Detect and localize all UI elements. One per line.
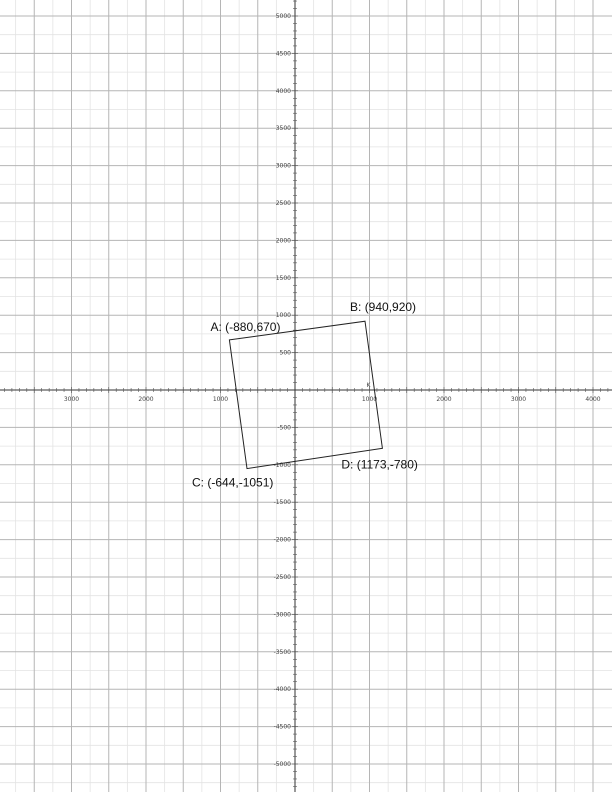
x-tick-label: 4000 — [585, 396, 600, 403]
y-tick-label: -2500 — [274, 574, 292, 581]
y-tick-label: -4500 — [274, 724, 292, 731]
y-tick-label: -500 — [277, 424, 291, 431]
y-tick-label: -3000 — [274, 611, 292, 618]
y-tick-label: -1500 — [274, 499, 292, 506]
y-tick-label: 3000 — [276, 163, 291, 170]
x-tick-label: 3000 — [64, 396, 79, 403]
point-label-b: B: (940,920) — [350, 300, 416, 314]
y-tick-label: 2000 — [276, 237, 291, 244]
y-tick-label: 2500 — [276, 200, 291, 207]
x-tick-label: 3000 — [511, 396, 526, 403]
x-tick-label: 2000 — [436, 396, 451, 403]
quadrilateral — [228, 320, 383, 470]
y-tick-label: -3500 — [274, 649, 292, 656]
y-tick-label: 5000 — [276, 13, 291, 20]
point-labels: A: (-880,670) B: (940,920) D: (1173,-780) C… — [192, 300, 418, 489]
point-label-a: A: (-880,670) — [210, 320, 280, 334]
y-tick-label: -4000 — [274, 686, 292, 693]
y-tick-label: -1000 — [274, 462, 292, 469]
y-tick-label: 3500 — [276, 125, 291, 132]
y-tick-label: -2000 — [274, 537, 292, 544]
y-tick-label: -5000 — [274, 761, 292, 768]
y-tick-label: 1500 — [276, 275, 291, 282]
y-tick-label: 1000 — [276, 312, 291, 319]
y-tick-label: 500 — [280, 350, 292, 357]
x-tick-label: 2000 — [138, 396, 153, 403]
y-tick-label: 4500 — [276, 50, 291, 57]
y-tick-label: 4000 — [276, 88, 291, 95]
tick-labels: 3000 2000 1000 1000 2000 3000 4000 5000 4500 4000… — [64, 13, 601, 768]
x-tick-label: 1000 — [213, 396, 228, 403]
point-label-d: D: (1173,-780) — [341, 457, 417, 471]
point-label-c: C: (-644,-1051) — [192, 476, 273, 490]
axis-marker-label: K — [367, 382, 372, 389]
x-tick-label: 1000 — [362, 396, 377, 403]
quadrilateral-outline — [228, 320, 383, 470]
